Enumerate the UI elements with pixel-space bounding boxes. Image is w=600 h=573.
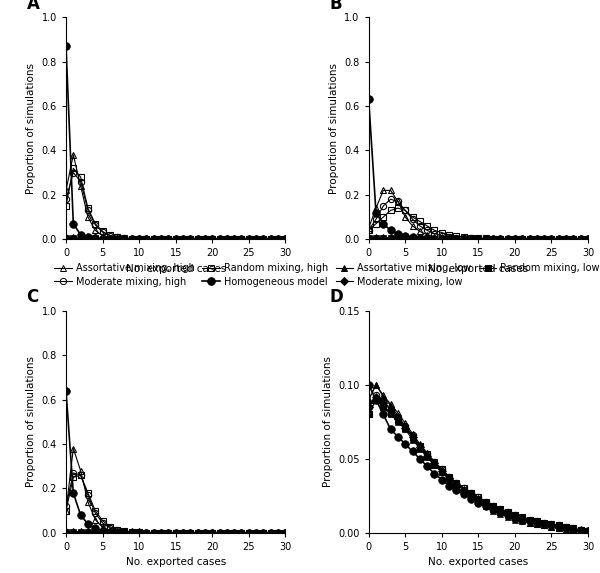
X-axis label: No. exported cases: No. exported cases [125,558,226,567]
Text: D: D [329,288,343,307]
Y-axis label: Proportion of simulations: Proportion of simulations [26,62,36,194]
Text: A: A [26,0,40,13]
Text: B: B [329,0,342,13]
X-axis label: No. exported cases: No. exported cases [125,264,226,274]
Y-axis label: Proportion of simulations: Proportion of simulations [26,356,36,488]
Y-axis label: Proportion of simulations: Proportion of simulations [329,62,339,194]
X-axis label: No. exported cases: No. exported cases [428,558,529,567]
Legend: Assortative mixing, high, Moderate mixing, high, Random mixing, high, Homogeneou: Assortative mixing, high, Moderate mixin… [50,260,600,291]
X-axis label: No. exported cases: No. exported cases [428,264,529,274]
Text: C: C [26,288,39,307]
Y-axis label: Proportion of simulations: Proportion of simulations [323,356,332,488]
